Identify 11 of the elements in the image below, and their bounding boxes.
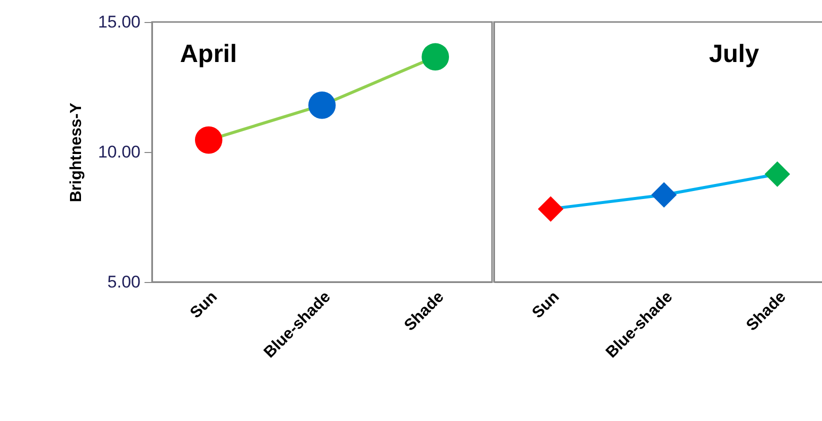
- annotation: April: [180, 40, 237, 68]
- x-tick-label: Sun: [187, 288, 221, 322]
- point: [422, 43, 450, 71]
- x-tick-label: Sun: [529, 288, 563, 322]
- y-tick-label: 5.00: [107, 272, 140, 292]
- point: [194, 126, 222, 154]
- y-tick-label: 15.00: [98, 12, 140, 32]
- y-tick-label: 10.00: [98, 142, 140, 162]
- annotation: July: [708, 40, 760, 68]
- point: [308, 92, 336, 119]
- y-axis-title: Brightness-Y: [68, 102, 85, 202]
